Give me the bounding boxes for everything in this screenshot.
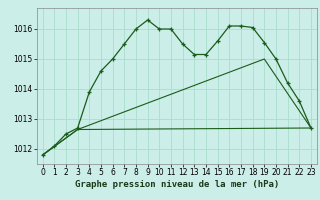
X-axis label: Graphe pression niveau de la mer (hPa): Graphe pression niveau de la mer (hPa) <box>75 180 279 189</box>
